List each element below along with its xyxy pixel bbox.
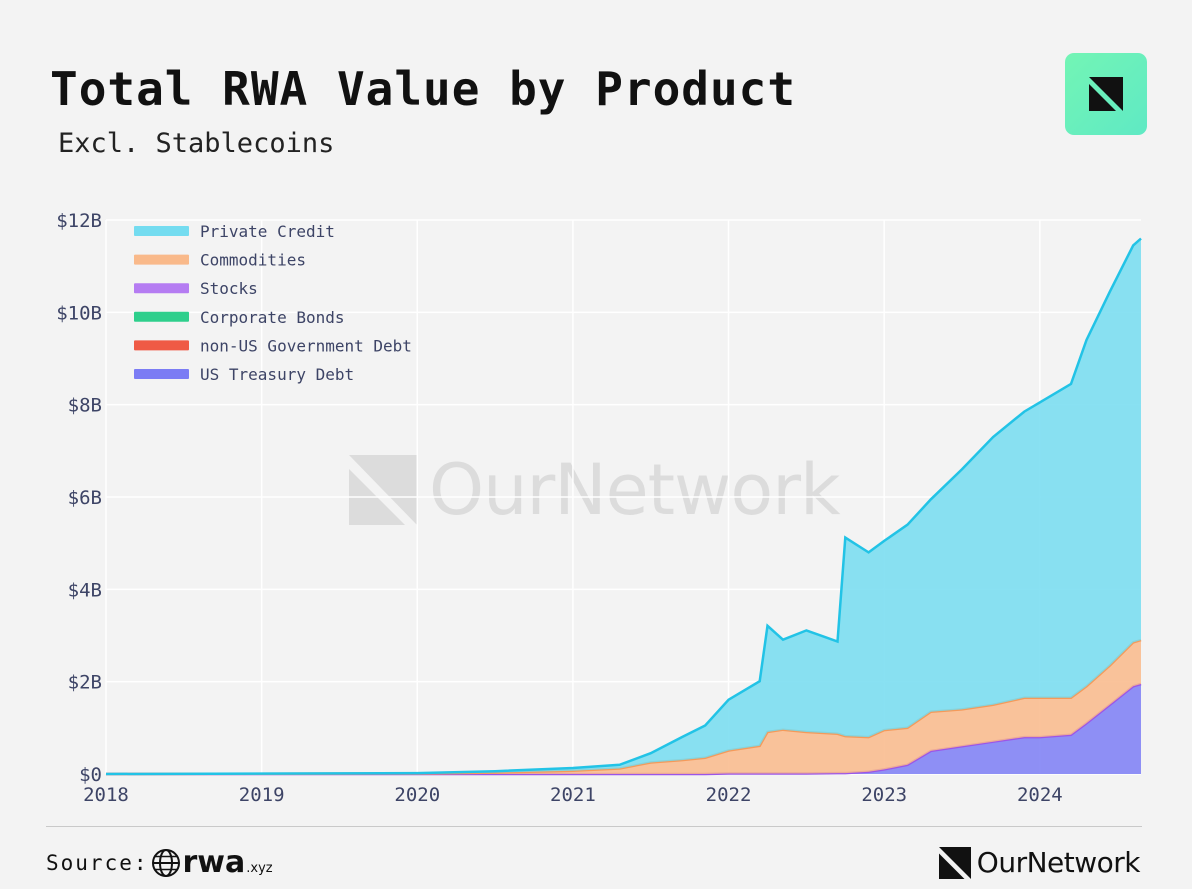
area-commodities xyxy=(106,640,1141,774)
legend-label: Stocks xyxy=(200,279,258,298)
legend-swatch xyxy=(134,226,189,236)
footer-brand: OurNetwork xyxy=(938,846,1141,879)
brand-logo-tile xyxy=(1065,53,1147,135)
y-tick-label: $4B xyxy=(68,579,102,601)
legend-label: US Treasury Debt xyxy=(200,365,354,384)
footer-brand-text: OurNetwork xyxy=(976,846,1141,879)
area-private-credit xyxy=(106,238,1141,774)
area-us-treasury-debt xyxy=(106,684,1141,774)
legend-label: Corporate Bonds xyxy=(200,308,345,327)
x-tick-label: 2019 xyxy=(239,784,285,806)
source-label: Source: xyxy=(46,851,149,875)
x-tick-label: 2023 xyxy=(861,784,907,806)
y-tick-label: $6B xyxy=(68,487,102,509)
legend-swatch xyxy=(134,283,189,294)
y-tick-label: $10B xyxy=(56,302,102,324)
y-tick-label: $12B xyxy=(56,210,102,232)
legend-swatch xyxy=(134,340,189,351)
footer-divider xyxy=(46,826,1142,827)
legend-swatch xyxy=(134,369,189,379)
legend-label: Private Credit xyxy=(200,222,335,241)
legend-swatch xyxy=(134,254,189,265)
footer-source: Source: rwa .xyz xyxy=(46,848,273,878)
ournetwork-logo-icon xyxy=(1089,77,1123,111)
x-tick-label: 2022 xyxy=(706,784,752,806)
x-tick-label: 2024 xyxy=(1017,784,1063,806)
x-tick-label: 2021 xyxy=(550,784,596,806)
y-tick-label: $0 xyxy=(79,764,102,786)
legend-label: non-US Government Debt xyxy=(200,336,412,355)
source-tld: .xyz xyxy=(246,861,273,876)
y-tick-label: $2B xyxy=(68,672,102,694)
line-private-credit xyxy=(105,237,1142,776)
source-brand: rwa xyxy=(182,845,246,880)
y-tick-label: $8B xyxy=(68,395,102,417)
globe-icon xyxy=(151,849,180,877)
chart-subtitle: Excl. Stablecoins xyxy=(58,128,335,159)
ournetwork-footer-logo-icon xyxy=(938,846,971,879)
x-tick-label: 2020 xyxy=(394,784,440,806)
legend-swatch xyxy=(134,311,189,322)
chart-title: Total RWA Value by Product xyxy=(50,62,797,116)
legend-label: Commodities xyxy=(200,251,306,270)
x-tick-label: 2018 xyxy=(83,784,129,806)
